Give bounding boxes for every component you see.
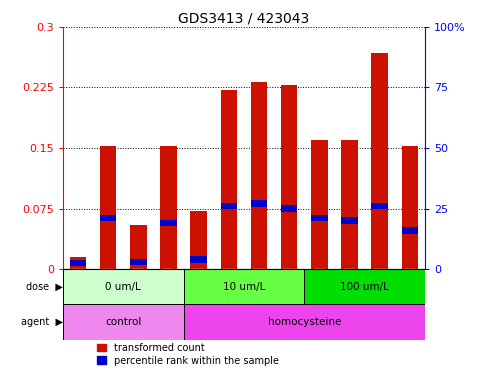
Text: GSM240848: GSM240848 <box>405 270 414 321</box>
Bar <box>341 217 358 224</box>
Bar <box>184 269 304 305</box>
Bar <box>402 227 418 233</box>
Text: agent  ▶: agent ▶ <box>21 317 63 327</box>
Text: GSM240528: GSM240528 <box>164 270 173 321</box>
Text: 0 um/L: 0 um/L <box>105 282 141 292</box>
Text: GSM240530: GSM240530 <box>224 270 233 321</box>
Bar <box>281 85 298 269</box>
Bar <box>251 82 267 269</box>
Bar <box>100 146 116 269</box>
Bar <box>251 200 267 207</box>
Text: GSM240526: GSM240526 <box>103 270 113 321</box>
Bar <box>184 305 425 340</box>
Bar <box>190 256 207 263</box>
Title: GDS3413 / 423043: GDS3413 / 423043 <box>178 12 310 26</box>
Bar <box>341 140 358 269</box>
Bar <box>130 225 146 269</box>
Bar <box>100 215 116 222</box>
Text: GSM240532: GSM240532 <box>284 270 294 321</box>
Legend: transformed count, percentile rank within the sample: transformed count, percentile rank withi… <box>97 343 279 366</box>
Bar <box>371 203 388 209</box>
Bar <box>160 146 177 269</box>
Bar <box>221 203 237 209</box>
Bar <box>63 269 184 305</box>
Text: homocysteine: homocysteine <box>268 317 341 327</box>
Bar <box>190 211 207 269</box>
Text: dose  ▶: dose ▶ <box>26 282 63 292</box>
Bar <box>304 269 425 305</box>
Bar <box>402 146 418 269</box>
Bar <box>160 220 177 226</box>
Text: control: control <box>105 317 142 327</box>
Bar <box>130 259 146 265</box>
Bar <box>311 140 327 269</box>
Text: 100 um/L: 100 um/L <box>340 282 389 292</box>
Text: GSM240533: GSM240533 <box>315 270 324 321</box>
Bar <box>281 205 298 212</box>
Text: GSM240534: GSM240534 <box>345 270 354 321</box>
Bar <box>371 53 388 269</box>
Text: GSM240529: GSM240529 <box>194 270 203 321</box>
Text: GSM240525: GSM240525 <box>73 270 83 321</box>
Bar <box>311 215 327 222</box>
Text: GSM240527: GSM240527 <box>134 270 143 321</box>
Bar <box>70 260 86 266</box>
Bar <box>70 257 86 269</box>
Text: 10 um/L: 10 um/L <box>223 282 265 292</box>
Bar <box>63 305 184 340</box>
Bar <box>221 90 237 269</box>
Text: GSM240535: GSM240535 <box>375 270 384 321</box>
Text: GSM240531: GSM240531 <box>255 270 264 321</box>
